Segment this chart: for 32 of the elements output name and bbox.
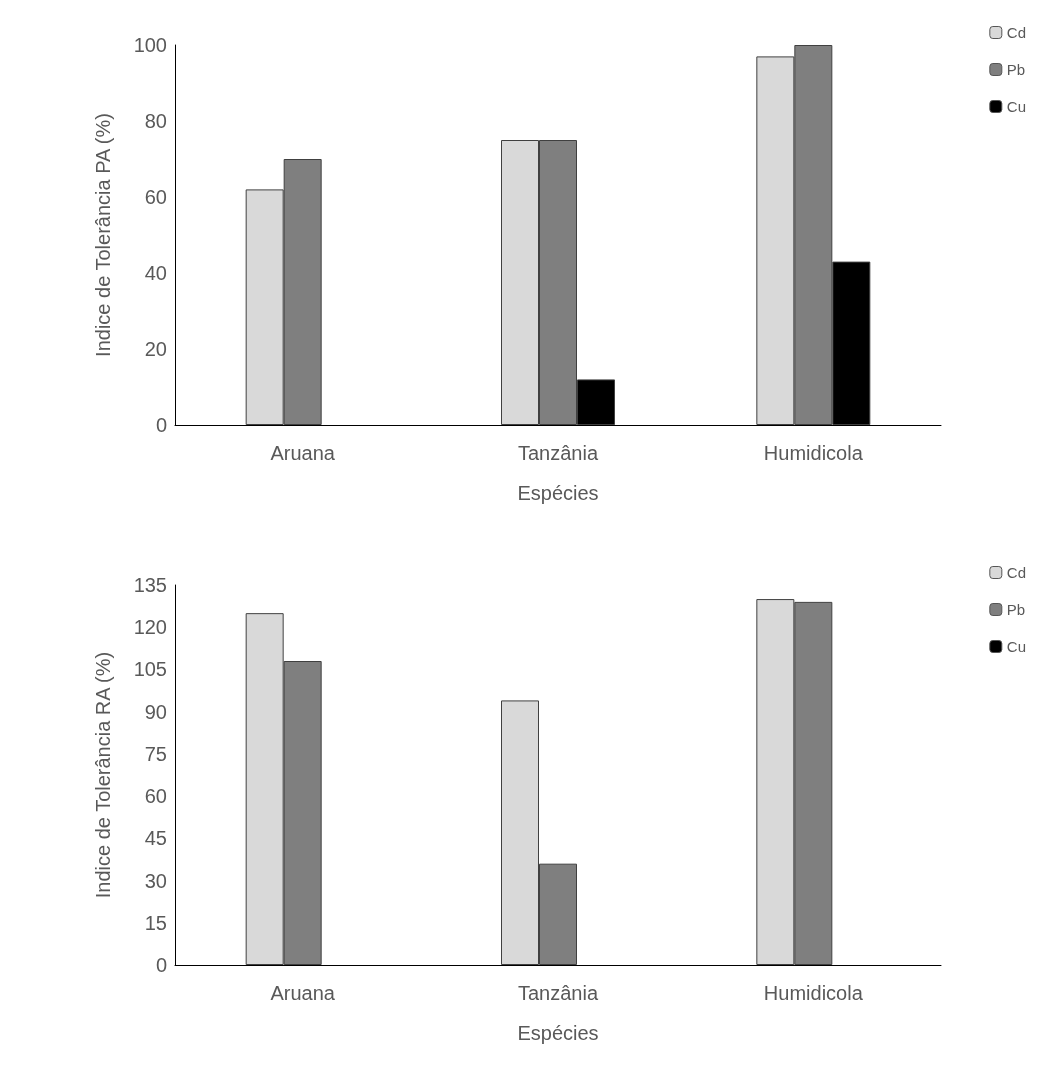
y-tick-label: 0 <box>155 414 167 436</box>
x-axis-title: Espécies <box>517 482 599 504</box>
legend-label: Pb <box>1006 601 1026 618</box>
x-tick-label: Aruana <box>270 982 336 1004</box>
y-axis-title: Indice de Tolerância RA (%) <box>92 651 114 899</box>
y-tick-label: 15 <box>144 911 167 934</box>
x-tick-label: Aruana <box>270 442 336 464</box>
y-tick-label: 0 <box>155 954 167 976</box>
legend-label: Cu <box>1006 638 1027 655</box>
y-tick-label: 90 <box>144 700 167 723</box>
x-axis-title: Espécies <box>517 1022 599 1044</box>
y-tick-label: 135 <box>133 574 167 596</box>
y-tick-label: 75 <box>144 742 167 765</box>
y-tick-label: 60 <box>144 186 167 208</box>
y-tick-label: 20 <box>144 338 167 360</box>
y-tick-label: 100 <box>133 34 167 56</box>
y-axis-title: Indice de Tolerância PA (%) <box>92 113 114 357</box>
x-tick-label: Tanzânia <box>517 442 599 464</box>
y-tick-label: 120 <box>133 616 167 639</box>
x-tick-label: Humidicola <box>763 982 864 1004</box>
y-tick-label: 80 <box>144 110 167 132</box>
legend-label: Cu <box>1006 98 1027 115</box>
legend-label: Pb <box>1006 61 1026 78</box>
y-tick-label: 45 <box>144 827 167 850</box>
y-tick-label: 105 <box>133 658 167 681</box>
legend-label: Cd <box>1006 564 1027 581</box>
y-tick-label: 30 <box>144 869 167 892</box>
legend-label: Cd <box>1006 24 1027 41</box>
y-tick-label: 60 <box>144 785 167 808</box>
x-tick-label: Humidicola <box>763 442 864 464</box>
y-tick-label: 40 <box>144 262 167 284</box>
x-tick-label: Tanzânia <box>517 982 599 1004</box>
